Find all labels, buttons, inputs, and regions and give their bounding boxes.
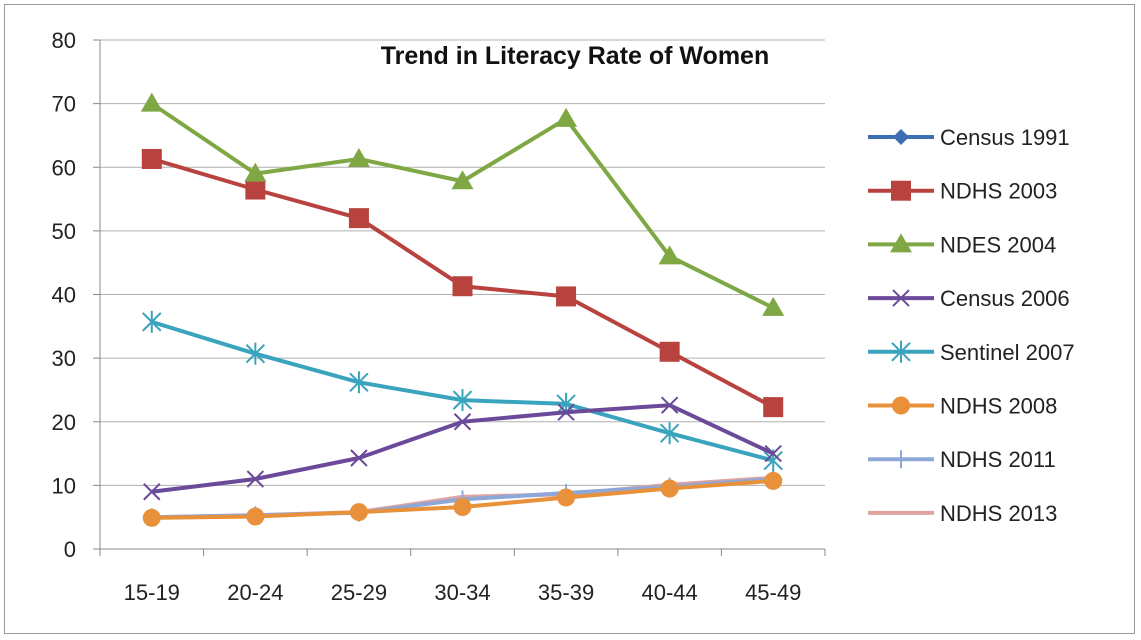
legend-label: Sentinel 2007	[940, 340, 1075, 365]
legend-item-ndhs-2003: NDHS 2003	[868, 179, 1057, 204]
x-tick-label: 35-39	[538, 580, 594, 605]
data-point-sentinel-2007	[245, 342, 266, 365]
data-point-ndes-2004	[658, 245, 681, 265]
data-point-ndhs-2008	[453, 498, 472, 517]
data-point-ndhs-2003	[763, 397, 784, 418]
x-tick-label: 45-49	[745, 580, 801, 605]
legend-item-ndes-2004: NDES 2004	[868, 232, 1056, 257]
x-tick-label: 15-19	[124, 580, 180, 605]
legend-item-ndhs-2008: NDHS 2008	[868, 394, 1057, 419]
y-tick-label: 10	[52, 473, 76, 498]
y-tick-label: 40	[52, 283, 76, 308]
data-point-ndhs-2003	[245, 179, 266, 200]
series-sentinel-2007	[142, 310, 783, 472]
y-tick-label: 70	[52, 92, 76, 117]
data-point-census-2006	[246, 470, 265, 488]
data-point-ndhs-2008	[764, 471, 783, 490]
series-layer	[140, 92, 785, 527]
y-tick-label: 60	[52, 155, 76, 180]
legend-marker	[893, 129, 909, 145]
legend-item-census-2006: Census 2006	[868, 286, 1070, 311]
legend-label: NDES 2004	[940, 232, 1056, 257]
y-tick-label: 80	[52, 28, 76, 53]
legend: Census 1991 NDHS 2003 NDES 2004 Census 2006…	[868, 125, 1075, 526]
data-point-ndhs-2003	[452, 276, 473, 297]
data-point-census-2006	[350, 449, 368, 467]
x-tick-label: 30-34	[434, 580, 490, 605]
legend-item-sentinel-2007: Sentinel 2007	[868, 340, 1075, 365]
axis-layer: 0 10 20 30 40 50 60 70 80 15-19 20-24 25-29 30-34 35-…	[52, 28, 826, 605]
legend-marker	[890, 233, 912, 253]
x-tick-label: 25-29	[331, 580, 387, 605]
series-ndes-2004	[140, 92, 785, 316]
data-point-ndhs-2008	[660, 479, 679, 498]
data-point-ndhs-2003	[141, 148, 162, 169]
data-point-ndhs-2008	[557, 488, 576, 507]
data-point-ndes-2004	[244, 162, 267, 182]
y-tick-label: 0	[64, 537, 76, 562]
data-point-ndhs-2008	[246, 507, 265, 526]
data-point-ndhs-2008	[349, 503, 368, 522]
legend-marker	[891, 340, 911, 363]
grid-layer	[100, 39, 825, 486]
data-point-sentinel-2007	[142, 310, 162, 333]
legend-marker	[892, 289, 910, 307]
data-point-census-2006	[453, 413, 472, 431]
y-tick-label: 30	[52, 346, 76, 371]
chart-frame	[4, 4, 1135, 634]
series-ndhs-2008	[142, 471, 783, 527]
y-tick-label: 20	[52, 410, 76, 435]
x-tick-label: 20-24	[227, 580, 283, 605]
y-tick-label: 50	[52, 219, 76, 244]
legend-label: NDHS 2011	[940, 447, 1056, 472]
data-point-ndes-2004	[140, 92, 163, 112]
series-line-census-2006	[151, 403, 775, 494]
data-point-ndhs-2003	[348, 208, 369, 229]
data-point-census-2006	[143, 483, 161, 501]
legend-item-ndhs-2013: NDHS 2013	[868, 501, 1057, 526]
series-ndhs-2003	[141, 148, 784, 418]
series-census-2006	[143, 396, 782, 501]
legend-marker	[892, 396, 910, 415]
data-point-census-2006	[660, 396, 679, 414]
legend-item-census-1991: Census 1991	[868, 125, 1070, 150]
data-point-ndes-2004	[762, 296, 785, 316]
data-point-ndes-2004	[451, 170, 474, 190]
data-point-ndes-2004	[347, 147, 370, 167]
data-point-sentinel-2007	[349, 371, 369, 394]
data-point-census-2006	[557, 403, 575, 421]
legend-marker	[892, 450, 910, 469]
legend-marker	[891, 180, 911, 201]
legend-label: Census 2006	[940, 286, 1070, 311]
data-point-sentinel-2007	[452, 389, 473, 412]
data-point-sentinel-2007	[659, 422, 680, 445]
data-point-ndhs-2003	[556, 286, 577, 307]
legend-label: NDHS 2003	[940, 179, 1057, 204]
data-point-census-2006	[764, 444, 782, 463]
data-point-ndhs-2008	[142, 508, 161, 527]
legend-label: NDHS 2008	[940, 394, 1057, 419]
legend-item-ndhs-2011: NDHS 2011	[868, 447, 1056, 472]
data-point-ndes-2004	[555, 107, 578, 127]
legend-label: Census 1991	[940, 125, 1070, 150]
x-tick-label: 40-44	[642, 580, 698, 605]
legend-label: NDHS 2013	[940, 501, 1057, 526]
chart-title: Trend in Literacy Rate of Women	[381, 42, 770, 70]
data-point-ndhs-2003	[659, 341, 680, 362]
